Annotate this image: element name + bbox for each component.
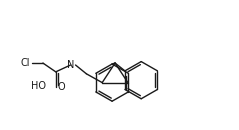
Text: Cl: Cl — [21, 58, 30, 68]
Text: HO: HO — [31, 81, 46, 91]
Text: O: O — [58, 82, 65, 92]
Text: N: N — [67, 60, 74, 70]
